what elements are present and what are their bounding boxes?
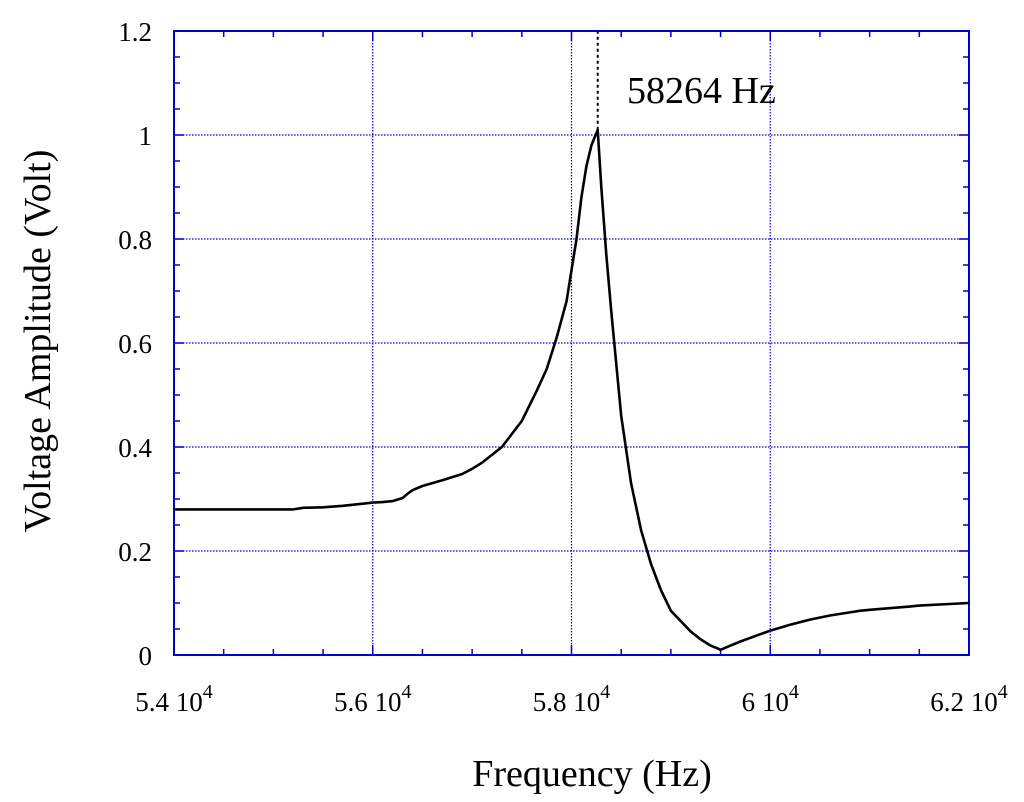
tick-labels: 0 0.2 0.4 0.6 0.8 1 1.2 5.4 104 5.6 104 5.8 104 6 … (118, 17, 1008, 717)
y-axis-title: Voltage Amplitude (Volt) (17, 150, 59, 533)
x-tick-label-text: 5.4 104 (135, 681, 213, 717)
x-tick-label-text: 5.8 104 (533, 681, 611, 717)
tick-marks (173, 30, 970, 656)
y-tick-label: 0.6 (118, 329, 152, 359)
peak-frequency-label: 58264 Hz (627, 70, 776, 112)
x-tick-label: 6.2 104 (930, 681, 1008, 717)
y-tick-label: 0.2 (118, 537, 152, 567)
x-tick-label: 5.4 104 (135, 681, 213, 717)
y-tick-label: 1.2 (118, 17, 152, 47)
x-tick-label: 6 104 (742, 681, 799, 717)
y-tick-label: 1 (139, 121, 153, 151)
x-tick-label-text: 6.2 104 (930, 681, 1008, 717)
y-tick-label: 0.4 (118, 433, 152, 463)
x-tick-label: 5.8 104 (533, 681, 611, 717)
y-tick-label: 0 (139, 641, 153, 671)
x-tick-label-text: 5.6 104 (334, 681, 412, 717)
grid-layer (174, 31, 969, 655)
y-tick-label: 0.8 (118, 225, 152, 255)
annotation-layer: 58264 Hz (596, 31, 776, 130)
x-axis-title: Frequency (Hz) (472, 753, 712, 795)
x-tick-label: 5.6 104 (334, 681, 412, 717)
x-tick-label-text: 6 104 (742, 681, 799, 717)
